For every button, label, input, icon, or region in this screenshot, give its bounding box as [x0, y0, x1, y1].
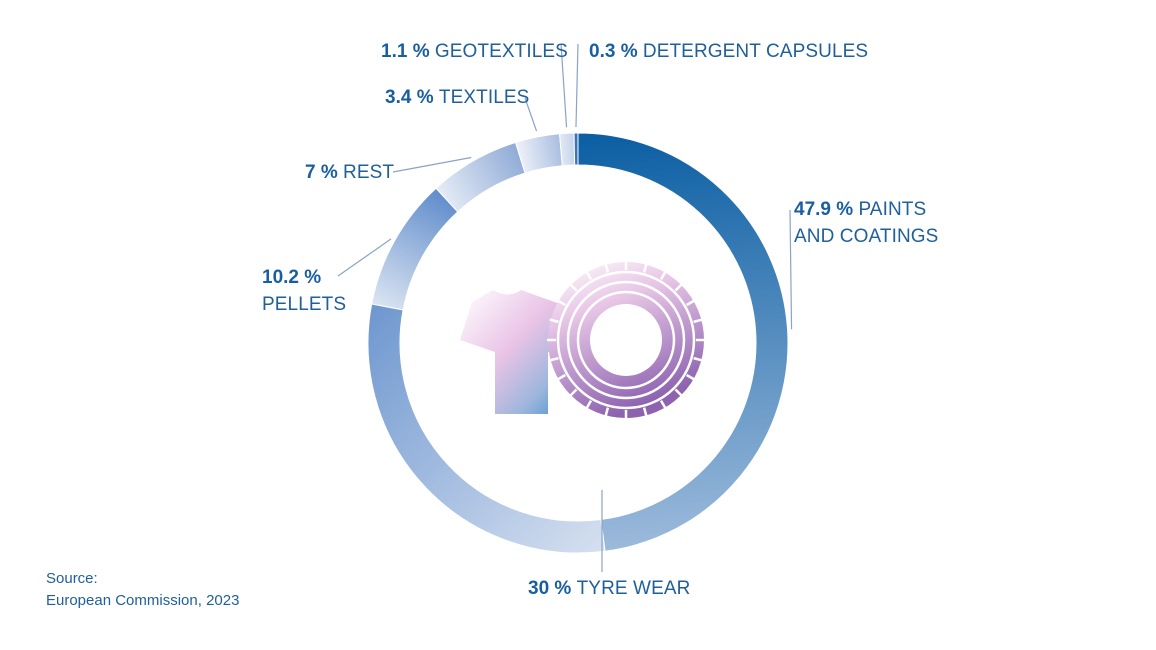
- source-heading: Source:: [46, 570, 98, 587]
- slice-label-pellets: 10.2 % PELLETS: [262, 267, 347, 315]
- tyre-tread: [569, 283, 578, 292]
- donut-slice-detergent-capsules: [573, 132, 579, 166]
- source-citation: European Commission, 2023: [46, 592, 240, 609]
- leader-line-textiles: [524, 97, 538, 132]
- tyre-icon: [547, 261, 705, 419]
- tyre-tread: [556, 299, 567, 307]
- center-illustration: [460, 261, 705, 419]
- tyre-tread: [674, 388, 683, 397]
- tyre-tread: [642, 263, 648, 273]
- tyre-tread: [549, 356, 559, 362]
- leader-line-pellets: [337, 238, 392, 277]
- leader-line-paints-and-coatings: [789, 209, 793, 330]
- tyre-tread: [549, 318, 559, 324]
- tyre-tread: [674, 283, 683, 292]
- tyre-tread: [604, 407, 610, 417]
- tyre-tread: [685, 373, 696, 381]
- slice-label-textiles: 3.4 % TEXTILES: [385, 87, 530, 108]
- tyre-tread: [642, 407, 648, 417]
- tyre-tread: [659, 399, 667, 410]
- slice-label-rest: 7 % REST: [305, 162, 395, 183]
- tyre-tread: [604, 263, 610, 273]
- tyre-tread: [569, 388, 578, 397]
- leader-line-geotextiles: [560, 43, 568, 128]
- tyre-tread: [585, 399, 593, 410]
- slice-label-detergent-capsules: 0.3 % DETERGENT CAPSULES: [589, 41, 869, 62]
- donut-slice-paints-and-coatings: [577, 132, 789, 552]
- donut-slice-geotextiles: [558, 132, 576, 167]
- tyre-tread: [685, 299, 696, 307]
- slice-label-tyre-wear: 30 % TYRE WEAR: [528, 578, 691, 599]
- tyre-tread: [693, 356, 703, 362]
- t-shirt-icon: [460, 290, 575, 414]
- slice-label-paints-coatings: 47.9 % PAINTS AND COATINGS: [794, 199, 939, 247]
- tyre-tread: [585, 270, 593, 281]
- tyre-tread: [556, 373, 567, 381]
- donut-slice-rest: [435, 141, 526, 213]
- tyre-tread: [693, 318, 703, 324]
- slice-label-geotextiles: 1.1 % GEOTEXTILES: [381, 41, 568, 62]
- leader-line-rest: [392, 156, 472, 173]
- donut-slice-pellets: [371, 187, 459, 311]
- tyre-tread: [659, 270, 667, 281]
- source-note: Source: European Commission, 2023: [46, 568, 239, 612]
- leader-lines: [337, 43, 793, 572]
- donut-slices: [367, 132, 789, 554]
- leader-line-detergent-capsules: [575, 43, 579, 128]
